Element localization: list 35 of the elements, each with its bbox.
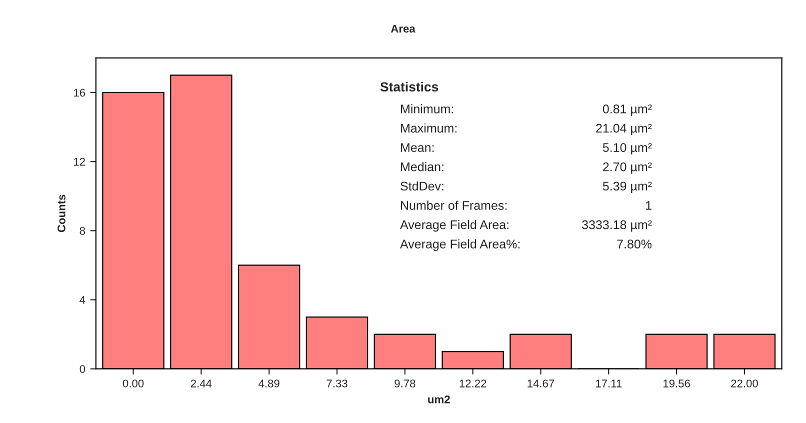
x-tick-label: 22.00 bbox=[731, 380, 758, 388]
y-tick-label: 12 bbox=[74, 158, 85, 166]
annotation: 5.39 µm² bbox=[602, 182, 652, 194]
annotation: Average Field Area: bbox=[400, 220, 508, 232]
x-tick-label: 17.11 bbox=[596, 380, 622, 388]
x-tick-label: 0.00 bbox=[122, 380, 144, 388]
annotation: Minimum: bbox=[401, 104, 454, 114]
annotation: Statistics bbox=[380, 82, 438, 92]
annotation: Number of Frames: bbox=[401, 200, 507, 210]
x-tick-label: 19.56 bbox=[664, 380, 690, 388]
annotation: Mean: bbox=[401, 143, 434, 152]
annotation: 1 bbox=[646, 201, 652, 210]
y-tick-label: 16 bbox=[74, 88, 86, 97]
annotation: 3333.18 µm² bbox=[582, 220, 652, 232]
y-tick-label: 4 bbox=[80, 296, 86, 304]
x-tick-label: 2.44 bbox=[190, 380, 212, 388]
chart-title: Area bbox=[390, 24, 416, 33]
annotation: 0.81 µm² bbox=[602, 104, 652, 116]
x-tick-label: 9.78 bbox=[394, 380, 416, 388]
annotation: StdDev: bbox=[400, 181, 444, 191]
annotation: Median: bbox=[401, 162, 444, 172]
y-tick-label: 8 bbox=[80, 226, 86, 235]
annotation: 7.80% bbox=[617, 240, 652, 248]
y-tick-label: 0 bbox=[80, 365, 86, 373]
annotation: 21.04 µm² bbox=[596, 124, 652, 136]
x-tick-label: 12.22 bbox=[460, 380, 486, 388]
annotation: 5.10 µm² bbox=[602, 143, 652, 154]
annotation: Maximum: bbox=[401, 123, 456, 133]
x-tick-label: 14.67 bbox=[528, 380, 554, 388]
x-tick-label: 7.33 bbox=[326, 380, 348, 388]
annotation: Average Field Area%: bbox=[400, 239, 520, 251]
annotation: 2.70 µm² bbox=[603, 162, 652, 174]
y-axis-title: Counts bbox=[58, 194, 66, 232]
x-axis-title: um2 bbox=[428, 395, 450, 404]
x-tick-label: 4.89 bbox=[258, 380, 280, 388]
